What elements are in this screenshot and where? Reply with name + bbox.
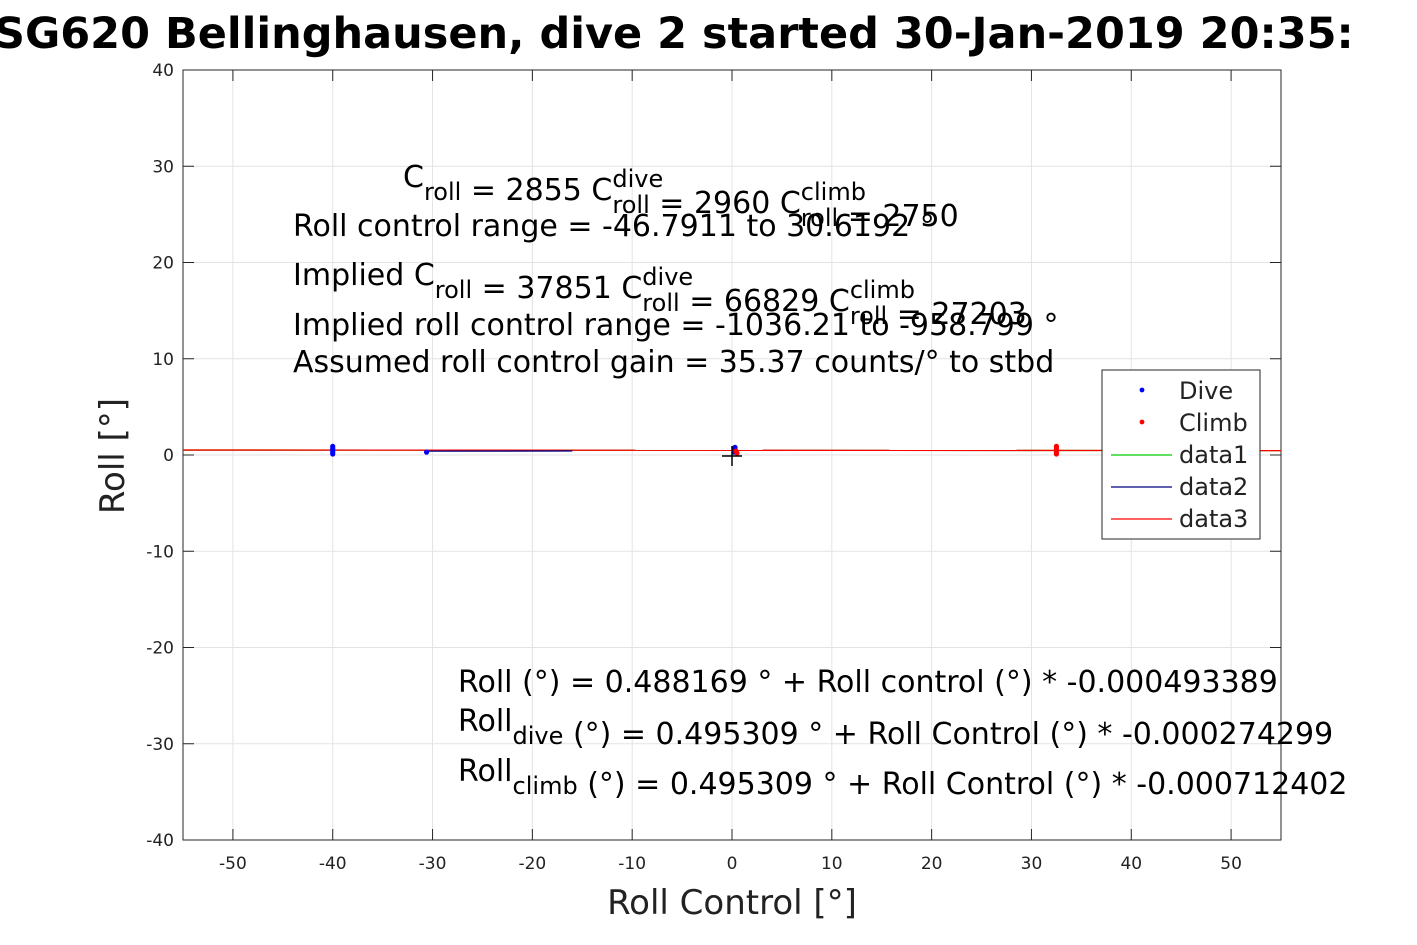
annotation-top-line: Implied roll control range = -1036.21 to… xyxy=(293,308,1059,343)
annotation-text: = 37851 xyxy=(472,271,612,306)
legend-data2-label: data2 xyxy=(1179,473,1248,501)
annotation-text: C xyxy=(591,173,612,208)
y-tick-label: 40 xyxy=(152,61,174,81)
subscript-text: roll xyxy=(424,178,461,206)
y-axis-label: Roll [°] xyxy=(93,398,133,514)
annotation-top-line: Croll = 2855 Cdive roll = 2960 Cclimb roll… xyxy=(403,160,959,234)
legend-climb-swatch xyxy=(1139,419,1145,425)
y-tick-label: -30 xyxy=(146,735,174,755)
annotation-top-line: Assumed roll control gain = 35.37 counts… xyxy=(293,345,1054,380)
annotation-text: Implied C xyxy=(293,258,435,293)
superscript-text: dive xyxy=(612,165,663,193)
axis-ticks: -50 -40 -30 -20 -10 0 10 20 30 40 50 -40 -30 -20 -10 0 1… xyxy=(146,61,1281,874)
y-tick-label: -20 xyxy=(146,639,174,659)
legend: Dive Climb data1 data2 data3 xyxy=(1101,369,1261,540)
annotation-text: (°) = 0.495309 ° + Roll Control (°) * -0… xyxy=(563,717,1333,752)
subscript-text: roll xyxy=(850,302,887,330)
x-tick-label: 10 xyxy=(821,854,843,874)
annotation-text: Roll (°) = 0.488169 ° + Roll control (°)… xyxy=(458,665,1278,700)
x-tick-label: 40 xyxy=(1120,854,1142,874)
annotation-text xyxy=(582,173,592,208)
annotation-text: C xyxy=(780,186,801,221)
annotation-text: Roll xyxy=(458,704,513,739)
series-climb-point xyxy=(1053,443,1060,449)
annotation-text: C xyxy=(403,160,424,195)
annotation-text: (°) = 0.495309 ° + Roll Control (°) * -0… xyxy=(578,767,1348,802)
annotation-text: = 2855 xyxy=(461,173,582,208)
annotation-text: Roll control range = -46.7911 to 30.6192… xyxy=(293,209,935,244)
x-tick-label: 50 xyxy=(1220,854,1242,874)
superscript-text: dive xyxy=(642,263,693,291)
annotation-text xyxy=(612,271,622,306)
x-tick-label: -20 xyxy=(518,854,546,874)
annotation-text: = 66829 xyxy=(680,284,820,319)
x-tick-label: -30 xyxy=(419,854,447,874)
annotation-top-line: Roll control range = -46.7911 to 30.6192… xyxy=(293,209,935,244)
subscript-text: roll xyxy=(612,191,649,219)
legend-dive-swatch xyxy=(1139,387,1145,393)
superscript-text: climb xyxy=(850,276,915,304)
x-tick-label: 20 xyxy=(921,854,943,874)
annotation-bottom-line: Rolldive (°) = 0.495309 ° + Roll Control… xyxy=(458,704,1333,752)
chart-title: SG620 Bellinghausen, dive 2 started 30-J… xyxy=(0,9,1354,59)
y-tick-label: 20 xyxy=(152,254,174,274)
data-layer xyxy=(182,443,1282,466)
x-tick-label: 30 xyxy=(1021,854,1043,874)
legend-dive-label: Dive xyxy=(1179,377,1233,405)
x-tick-label: -40 xyxy=(319,854,347,874)
x-tick-label: -10 xyxy=(618,854,646,874)
x-axis-label: Roll Control [°] xyxy=(607,883,857,923)
y-tick-label: 30 xyxy=(152,157,174,177)
subscript-text: roll xyxy=(435,276,472,304)
subscript-text: dive xyxy=(513,722,564,750)
annotation-text: = 2960 xyxy=(650,186,771,221)
annotation-text: = 27203 xyxy=(887,297,1027,332)
y-tick-label: 0 xyxy=(163,446,174,466)
superscript-text: climb xyxy=(801,178,866,206)
annotation-text: C xyxy=(829,284,850,319)
series-dive-point xyxy=(423,449,430,455)
annotation-text: Roll xyxy=(458,754,513,789)
annotation-bottom-line: Rollclimb (°) = 0.495309 ° + Roll Contro… xyxy=(458,754,1347,802)
subscript-text: roll xyxy=(801,204,838,232)
y-tick-label: 10 xyxy=(152,350,174,370)
series-climb-point xyxy=(734,450,740,456)
series-dive-point xyxy=(330,443,336,449)
legend-data3-label: data3 xyxy=(1179,505,1248,533)
legend-data1-label: data1 xyxy=(1179,441,1248,469)
subscript-text: roll xyxy=(642,289,679,317)
y-tick-label: -10 xyxy=(146,542,174,562)
annotation-text: Assumed roll control gain = 35.37 counts… xyxy=(293,345,1054,380)
annotation-text: Implied roll control range = -1036.21 to… xyxy=(293,308,1059,343)
x-tick-label: 0 xyxy=(727,854,738,874)
annotation-text: C xyxy=(621,271,642,306)
annotation-top-line: Implied Croll = 37851 Cdive roll = 66829 … xyxy=(293,258,1027,332)
annotations: Croll = 2855 Cdive roll = 2960 Cclimb roll… xyxy=(293,160,1347,802)
annotation-bottom-line: Roll (°) = 0.488169 ° + Roll control (°)… xyxy=(458,665,1278,700)
subscript-text: climb xyxy=(513,772,578,800)
x-tick-label: -50 xyxy=(219,854,247,874)
legend-climb-label: Climb xyxy=(1179,409,1248,437)
annotation-text: = 2750 xyxy=(838,199,959,234)
y-tick-label: -40 xyxy=(146,831,174,851)
